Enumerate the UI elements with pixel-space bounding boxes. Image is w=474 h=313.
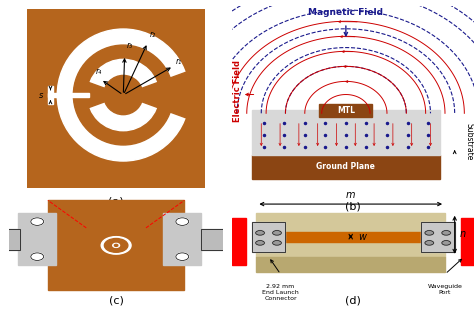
Bar bbox=[18, 213, 56, 265]
Circle shape bbox=[107, 240, 126, 251]
Text: r₃: r₃ bbox=[127, 41, 133, 49]
Bar bbox=[201, 228, 227, 250]
Text: r₁: r₁ bbox=[175, 57, 182, 66]
Circle shape bbox=[442, 231, 451, 235]
Wedge shape bbox=[84, 82, 123, 108]
Bar bbox=[18, 213, 56, 265]
Circle shape bbox=[57, 29, 189, 161]
Text: (b): (b) bbox=[345, 202, 361, 212]
Text: (c): (c) bbox=[109, 295, 124, 305]
Circle shape bbox=[31, 218, 44, 225]
Circle shape bbox=[255, 241, 264, 245]
Circle shape bbox=[113, 244, 119, 247]
Circle shape bbox=[176, 253, 189, 260]
Bar bbox=[163, 213, 201, 265]
Circle shape bbox=[255, 231, 264, 235]
Text: m: m bbox=[346, 190, 356, 200]
Text: 2.92 mm
End Launch
Connector: 2.92 mm End Launch Connector bbox=[262, 284, 299, 301]
Text: r₂: r₂ bbox=[150, 30, 155, 39]
Polygon shape bbox=[256, 257, 445, 272]
Circle shape bbox=[104, 75, 143, 115]
Bar bbox=[232, 218, 246, 265]
Bar bbox=[421, 222, 455, 252]
Bar bbox=[252, 110, 440, 179]
Text: s: s bbox=[39, 90, 44, 100]
Text: (d): (d) bbox=[345, 295, 361, 305]
Circle shape bbox=[442, 241, 451, 245]
Circle shape bbox=[425, 231, 434, 235]
Circle shape bbox=[176, 218, 189, 225]
Text: Magnetic Field: Magnetic Field bbox=[309, 8, 383, 17]
Circle shape bbox=[273, 241, 282, 245]
Bar bbox=[163, 213, 201, 265]
Bar bbox=[252, 222, 285, 252]
Circle shape bbox=[88, 59, 159, 131]
Bar bbox=[256, 232, 445, 242]
Bar bbox=[252, 155, 440, 179]
Bar bbox=[319, 104, 373, 117]
Bar bbox=[201, 228, 227, 250]
Bar bbox=[86, 228, 146, 263]
Text: Substrate: Substrate bbox=[465, 123, 474, 160]
Text: Electric Field: Electric Field bbox=[234, 60, 243, 122]
Text: w: w bbox=[358, 232, 366, 242]
Polygon shape bbox=[256, 213, 445, 257]
Bar bbox=[48, 86, 53, 104]
Circle shape bbox=[273, 231, 282, 235]
Text: r₄: r₄ bbox=[95, 67, 101, 76]
Text: (a): (a) bbox=[109, 197, 124, 207]
Text: Ground Plane: Ground Plane bbox=[317, 162, 375, 171]
Wedge shape bbox=[123, 71, 193, 119]
Circle shape bbox=[109, 242, 122, 249]
Circle shape bbox=[31, 253, 44, 260]
Circle shape bbox=[114, 244, 118, 246]
Circle shape bbox=[104, 239, 128, 252]
Bar bbox=[0, 228, 20, 250]
Bar bbox=[48, 93, 90, 97]
Circle shape bbox=[101, 237, 131, 254]
Bar bbox=[0, 228, 20, 250]
Bar bbox=[461, 218, 474, 265]
Text: Waveguide
Port: Waveguide Port bbox=[428, 284, 463, 295]
Text: n: n bbox=[459, 229, 465, 239]
Text: MTL: MTL bbox=[337, 106, 355, 115]
Circle shape bbox=[73, 45, 173, 145]
Bar bbox=[48, 200, 184, 290]
Bar bbox=[252, 110, 440, 155]
Bar bbox=[421, 222, 455, 252]
Bar bbox=[252, 222, 285, 252]
Circle shape bbox=[425, 241, 434, 245]
Bar bbox=[48, 200, 184, 290]
